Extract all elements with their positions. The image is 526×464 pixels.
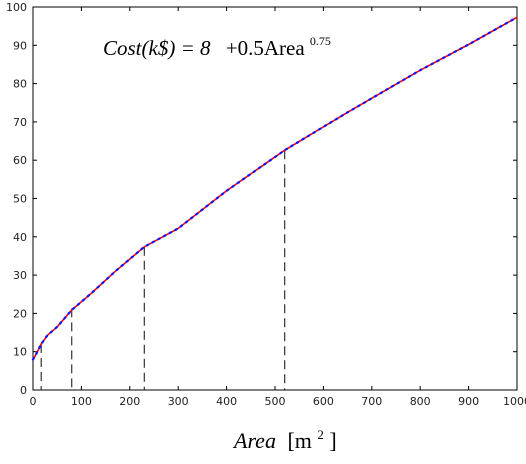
x-axis-title: Area [m 2 ]: [232, 419, 337, 453]
y-tick-label: 40: [13, 231, 27, 244]
y-tick-label: 30: [13, 269, 27, 282]
y-tick-label: 50: [13, 193, 27, 206]
x-tick-label: 600: [313, 395, 334, 408]
equation-annotation: Cost(k$) = 8 +0.5Area 0.75: [103, 34, 331, 60]
x-tick-label: 200: [119, 395, 140, 408]
x-tick-label: 100: [71, 395, 92, 408]
series-line-dotted: [33, 17, 517, 359]
equation-rhs: +0.5Area: [226, 36, 306, 60]
series-line-solid: [33, 17, 517, 359]
x-tick-label: 400: [216, 395, 237, 408]
x-tick-label: 700: [361, 395, 382, 408]
x-tick-label: 300: [168, 395, 189, 408]
y-tick-label: 60: [13, 154, 27, 167]
breakpoint-guides: [41, 150, 284, 390]
y-tick-label: 20: [13, 307, 27, 320]
x-tick-label: 900: [458, 395, 479, 408]
y-tick-label: 10: [13, 346, 27, 359]
x-tick-label: 500: [265, 395, 286, 408]
equation-lhs: Cost(k$) = 8: [103, 36, 211, 60]
y-tick-label: 0: [20, 384, 27, 397]
series-layer: [33, 17, 517, 359]
y-tick-label: 80: [13, 78, 27, 91]
y-tick-label: 100: [6, 1, 27, 14]
x-axis-title-unit: [m: [287, 428, 311, 453]
y-tick-label: 70: [13, 116, 27, 129]
x-axis-title-main: Area: [232, 428, 276, 453]
x-axis-title-unit-exp: 2: [317, 427, 324, 442]
x-axis-title-unit-close: ]: [329, 428, 336, 453]
x-tick-label: 800: [410, 395, 431, 408]
plot-frame: [33, 7, 517, 390]
equation-exponent: 0.75: [310, 34, 331, 48]
x-tick-label: 0: [30, 395, 37, 408]
y-tick-label: 90: [13, 39, 27, 52]
